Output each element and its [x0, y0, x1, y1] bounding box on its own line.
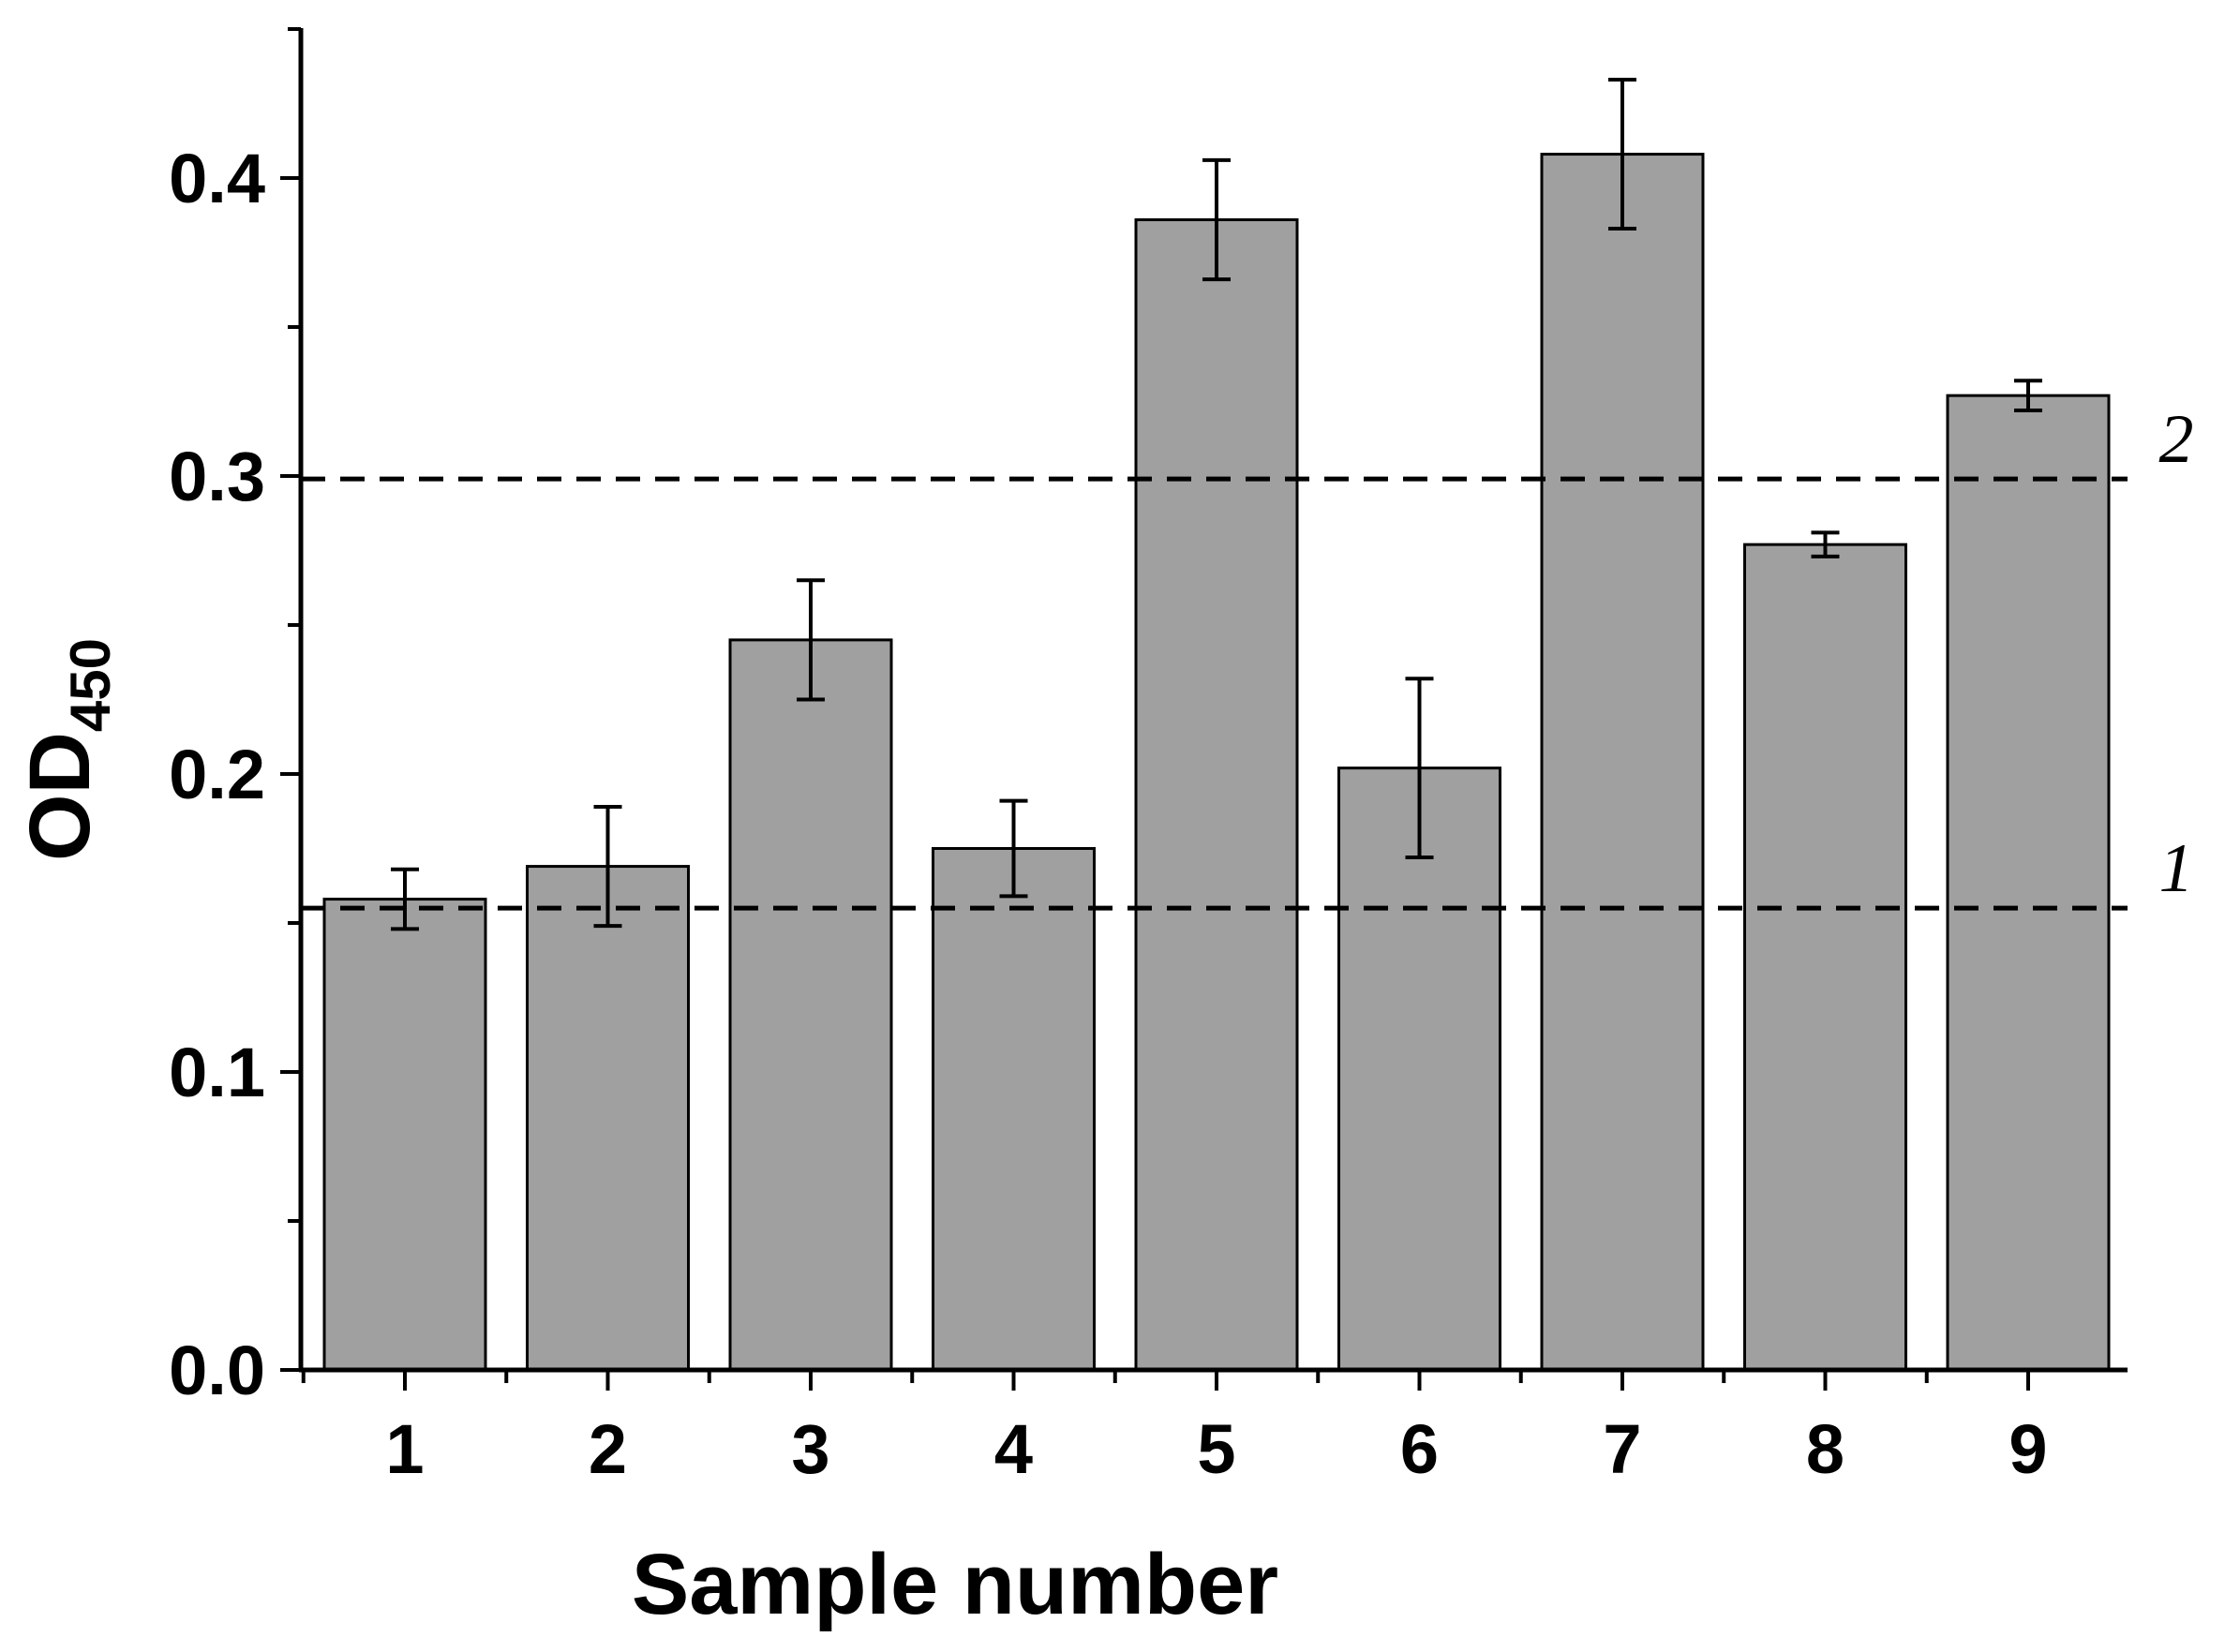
x-tick-label-3: 3	[791, 1410, 829, 1488]
y-ticks-group: 0.0 0.1 0.2 0.3 0.4	[169, 27, 301, 1409]
bar-sample-2	[526, 865, 690, 1372]
y-axis-title-subscript: 450	[59, 638, 122, 732]
reference-lines-group: 12	[301, 401, 2194, 911]
bar-sample-3	[728, 638, 893, 1372]
x-tick-label-9: 9	[2008, 1410, 2047, 1488]
x-ticks-group: 1 2 3 4 5 6 7 8 9	[301, 1370, 2048, 1488]
error-bar-sample-1	[391, 867, 419, 931]
reference-line-label-1: 1	[2159, 830, 2194, 907]
x-tick-label-1: 1	[385, 1410, 424, 1488]
x-tick-label-7: 7	[1603, 1410, 1641, 1488]
y-tick-label: 0.2	[169, 736, 265, 813]
bar-sample-4	[932, 847, 1096, 1372]
x-tick-label-5: 5	[1197, 1410, 1235, 1488]
x-tick-label-2: 2	[589, 1410, 627, 1488]
error-bar-sample-8	[1811, 530, 1840, 558]
bar-sample-9	[1946, 394, 2111, 1372]
y-axis-title: OD450	[12, 638, 122, 861]
y-axis-title-main: OD	[12, 732, 108, 861]
bar-sample-6	[1337, 766, 1501, 1372]
y-tick-label: 0.1	[169, 1034, 265, 1111]
error-bar-sample-6	[1405, 677, 1434, 860]
error-bar-sample-9	[2014, 379, 2042, 413]
bar-sample-8	[1743, 543, 1907, 1372]
x-tick-label-8: 8	[1806, 1410, 1844, 1488]
x-tick-label-6: 6	[1400, 1410, 1439, 1488]
bars-group	[322, 153, 2111, 1372]
error-bar-sample-2	[593, 804, 622, 929]
error-bar-sample-3	[797, 578, 825, 702]
error-bar-sample-5	[1202, 157, 1231, 282]
error-bar-sample-7	[1608, 78, 1636, 231]
y-tick-label: 0.4	[169, 140, 265, 217]
bar-sample-5	[1134, 218, 1299, 1372]
y-tick-label: 0.0	[169, 1332, 265, 1409]
bar-sample-7	[1540, 153, 1705, 1372]
axes-group	[298, 28, 2128, 1373]
errorbars-group	[391, 78, 2042, 931]
x-axis-title: Sample number	[632, 1537, 1278, 1632]
y-tick-label: 0.3	[169, 438, 265, 515]
reference-line-label-2: 2	[2159, 401, 2194, 478]
bar-sample-1	[322, 898, 487, 1372]
x-tick-label-4: 4	[994, 1410, 1033, 1488]
error-bar-sample-4	[999, 798, 1028, 899]
